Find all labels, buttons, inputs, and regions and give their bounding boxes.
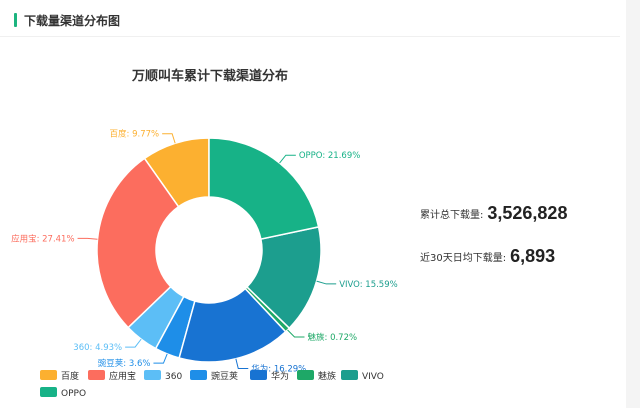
slice-data-label: 魅族: 0.72% xyxy=(308,332,358,343)
legend-swatch[interactable] xyxy=(190,370,207,380)
slice-leader-line xyxy=(287,329,305,338)
section-accent-bar xyxy=(14,13,17,27)
legend-swatch[interactable] xyxy=(144,370,161,380)
slice-leader-line xyxy=(77,237,98,240)
slice-data-label: OPPO: 21.69% xyxy=(299,151,360,161)
legend-swatch[interactable] xyxy=(40,370,57,380)
header-divider xyxy=(0,36,620,37)
section-header: 下载量渠道分布图 xyxy=(14,12,120,28)
legend-label[interactable]: 百度 xyxy=(61,370,79,382)
legend-label[interactable]: OPPO xyxy=(61,389,86,399)
slice-data-label: 百度: 9.77% xyxy=(110,129,160,140)
legend-swatch[interactable] xyxy=(88,370,105,380)
legend-swatch[interactable] xyxy=(250,370,267,380)
daily-average-label: 近30天日均下载量: xyxy=(420,253,507,264)
window-edge xyxy=(626,0,640,408)
legend-swatch[interactable] xyxy=(341,370,358,380)
legend-swatch[interactable] xyxy=(40,387,57,397)
chart-title: 万顺叫车累计下载渠道分布 xyxy=(131,68,288,84)
slice-data-label: 豌豆荚: 3.6% xyxy=(98,358,151,369)
slice-leader-line xyxy=(162,133,176,144)
pie-slice[interactable] xyxy=(208,137,320,240)
slice-data-label: 华为: 16.29% xyxy=(251,363,306,374)
section-title: 下载量渠道分布图 xyxy=(24,13,121,28)
legend-label[interactable]: 魅族 xyxy=(318,370,336,382)
slice-leader-line xyxy=(153,353,168,364)
legend-label[interactable]: 华为 xyxy=(271,370,289,382)
slice-data-label: 应用宝: 27.41% xyxy=(11,233,74,244)
legend-swatch[interactable] xyxy=(297,370,314,380)
legend-label[interactable]: 360 xyxy=(165,372,182,382)
daily-average-stat: 近30天日均下载量: 6,893 xyxy=(420,246,555,267)
total-downloads-stat: 累计总下载量: 3,526,828 xyxy=(420,203,567,224)
total-downloads-label: 累计总下载量: xyxy=(420,210,484,221)
pie-slice[interactable] xyxy=(96,157,180,329)
legend-label[interactable]: 豌豆荚 xyxy=(211,370,238,382)
slice-leader-line xyxy=(125,338,142,348)
daily-average-value: 6,893 xyxy=(510,246,556,266)
total-downloads-value: 3,526,828 xyxy=(487,203,568,223)
slice-data-label: VIVO: 15.59% xyxy=(339,280,398,290)
slice-leader-line xyxy=(279,154,296,164)
legend-label[interactable]: 应用宝 xyxy=(109,370,136,382)
legend-label[interactable]: VIVO xyxy=(362,372,384,382)
slice-leader-line xyxy=(316,280,337,285)
slice-leader-line xyxy=(235,358,249,369)
slice-data-label: 360: 4.93% xyxy=(73,343,122,353)
